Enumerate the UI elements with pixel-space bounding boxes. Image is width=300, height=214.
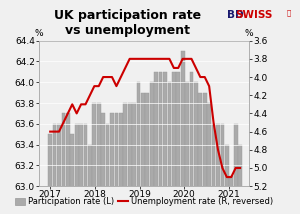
- Bar: [70, 134, 74, 214]
- Bar: [53, 124, 56, 214]
- Bar: [119, 113, 123, 214]
- Bar: [238, 145, 242, 214]
- Bar: [212, 124, 215, 214]
- Bar: [88, 145, 92, 214]
- Bar: [176, 72, 180, 214]
- Bar: [84, 124, 87, 214]
- Bar: [128, 103, 132, 214]
- Bar: [194, 82, 198, 214]
- Bar: [66, 113, 70, 214]
- Bar: [207, 103, 211, 214]
- Bar: [61, 113, 65, 214]
- Bar: [198, 93, 202, 214]
- Bar: [154, 72, 158, 214]
- Title: UK participation rate
vs unemployment: UK participation rate vs unemployment: [54, 9, 201, 37]
- Bar: [234, 124, 238, 214]
- Text: BD: BD: [226, 10, 243, 20]
- Text: %: %: [35, 29, 43, 38]
- Text: 🏴: 🏴: [287, 10, 291, 16]
- Text: %: %: [245, 29, 253, 38]
- Bar: [115, 113, 118, 214]
- Bar: [159, 72, 163, 214]
- Bar: [225, 145, 229, 214]
- Bar: [75, 124, 79, 214]
- Bar: [48, 134, 52, 214]
- Bar: [123, 103, 127, 214]
- Bar: [181, 51, 184, 214]
- Bar: [190, 72, 194, 214]
- Bar: [79, 124, 83, 214]
- Bar: [110, 113, 114, 214]
- Text: SWISS: SWISS: [236, 10, 273, 20]
- Bar: [92, 103, 96, 214]
- Legend: Participation rate (L), Unemployment rate (R, reversed): Participation rate (L), Unemployment rat…: [12, 194, 276, 210]
- Bar: [163, 72, 167, 214]
- Bar: [220, 124, 224, 214]
- Bar: [141, 93, 145, 214]
- Bar: [150, 82, 154, 214]
- Bar: [167, 82, 171, 214]
- Bar: [203, 93, 207, 214]
- Bar: [185, 82, 189, 214]
- Bar: [57, 124, 61, 214]
- Bar: [132, 103, 136, 214]
- Bar: [101, 113, 105, 214]
- Bar: [216, 124, 220, 214]
- Bar: [229, 176, 233, 214]
- Bar: [146, 93, 149, 214]
- Bar: [97, 103, 101, 214]
- Bar: [172, 72, 176, 214]
- Bar: [106, 124, 110, 214]
- Bar: [136, 82, 140, 214]
